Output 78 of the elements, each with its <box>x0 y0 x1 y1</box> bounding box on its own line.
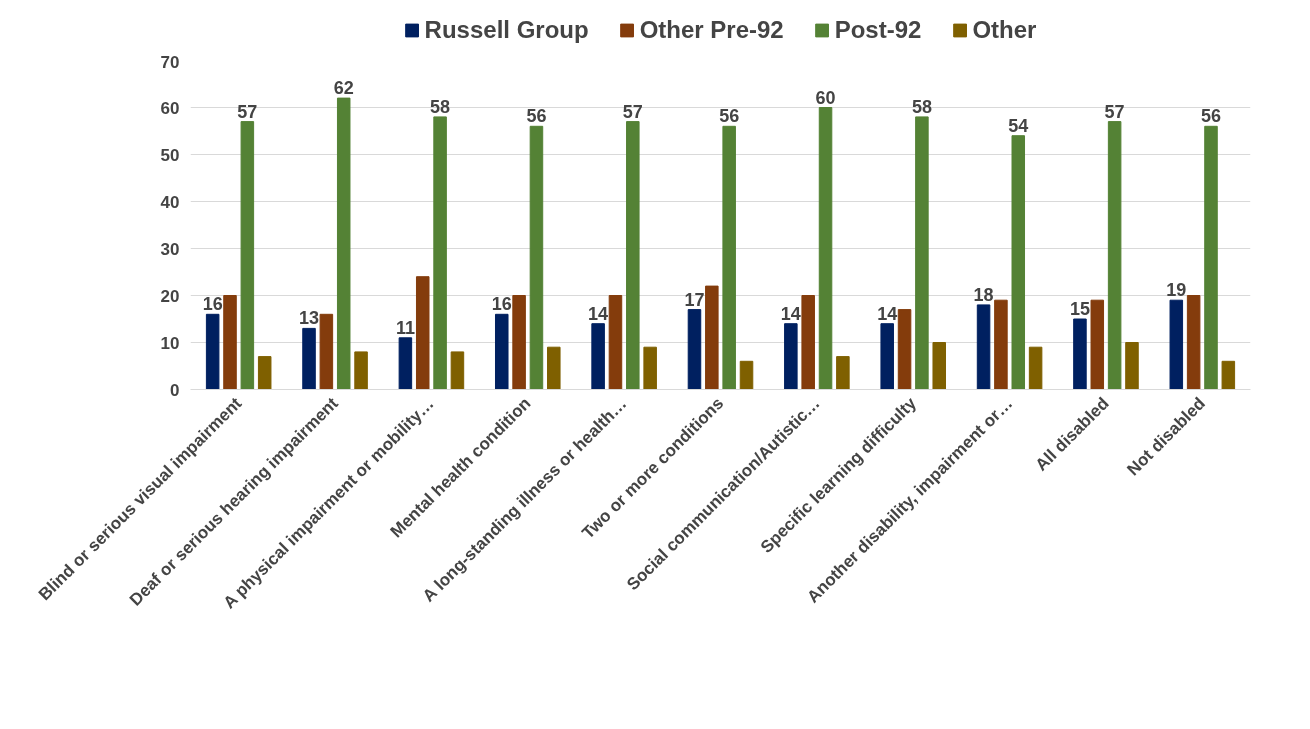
bar <box>897 309 912 390</box>
data-label: 14 <box>780 303 801 324</box>
bar <box>784 323 798 390</box>
bar <box>801 295 815 390</box>
legend-label: Other Pre-92 <box>639 16 784 44</box>
bar <box>626 121 640 390</box>
bar <box>880 323 894 390</box>
bar <box>932 342 947 390</box>
data-label: 54 <box>1008 115 1029 136</box>
bar <box>915 116 929 390</box>
bar <box>1073 318 1087 390</box>
bar <box>687 309 702 390</box>
bar <box>336 97 351 390</box>
bar <box>608 295 623 390</box>
data-label: 58 <box>430 96 451 117</box>
legend-label: Post-92 <box>834 16 922 44</box>
data-label: 58 <box>911 96 932 117</box>
bar <box>1090 299 1105 390</box>
y-tick-label: 50 <box>160 145 180 165</box>
bar <box>223 295 237 390</box>
bar <box>433 116 447 390</box>
bar <box>257 356 272 390</box>
bar <box>591 323 605 390</box>
bar <box>240 121 255 390</box>
data-label: 13 <box>299 308 320 329</box>
data-label: 16 <box>491 294 512 315</box>
bar <box>529 125 544 390</box>
y-tick-label: 20 <box>160 286 180 306</box>
bar <box>1186 295 1201 390</box>
bar <box>1125 342 1139 390</box>
bar <box>705 285 719 390</box>
bar <box>415 276 430 390</box>
data-label: 11 <box>395 317 415 338</box>
bar <box>354 351 368 390</box>
bar <box>818 107 833 390</box>
data-label: 57 <box>1104 101 1125 122</box>
bar <box>205 313 220 390</box>
data-label: 57 <box>622 101 643 122</box>
bar <box>994 299 1008 390</box>
y-tick-label: 70 <box>160 52 180 72</box>
y-tick-label: 0 <box>170 380 180 400</box>
data-label: 16 <box>202 294 223 315</box>
bar <box>398 337 413 390</box>
bar <box>722 125 736 390</box>
legend-label: Russell Group <box>424 16 589 44</box>
bar <box>836 356 850 390</box>
data-label: 60 <box>815 87 836 108</box>
data-label: 17 <box>684 289 705 310</box>
legend-label: Other <box>972 16 1037 44</box>
y-tick-label: 60 <box>160 98 180 118</box>
data-label: 19 <box>1166 280 1187 301</box>
data-label: 56 <box>719 106 740 127</box>
bar <box>1028 346 1043 390</box>
bar <box>319 313 334 390</box>
data-label: 62 <box>333 78 354 99</box>
bar <box>643 346 657 390</box>
bar <box>976 304 991 390</box>
bar <box>302 327 316 390</box>
bar <box>1107 121 1122 390</box>
data-label: 14 <box>877 303 898 324</box>
bar <box>450 351 465 390</box>
data-label: 14 <box>588 303 609 324</box>
bar <box>1221 360 1236 390</box>
y-tick-label: 40 <box>160 192 180 212</box>
y-tick-label: 10 <box>160 333 180 353</box>
data-label: 18 <box>973 284 994 305</box>
bar <box>547 346 561 390</box>
bar <box>494 313 509 390</box>
data-label: 56 <box>526 106 547 127</box>
data-label: 56 <box>1200 106 1222 127</box>
bar <box>1169 299 1184 390</box>
bar <box>1204 125 1218 390</box>
y-tick-label: 30 <box>160 239 180 259</box>
data-label: 57 <box>237 101 258 122</box>
data-label: 15 <box>1069 299 1090 319</box>
bar <box>739 360 754 390</box>
bar <box>1011 135 1026 390</box>
bar <box>512 295 526 390</box>
